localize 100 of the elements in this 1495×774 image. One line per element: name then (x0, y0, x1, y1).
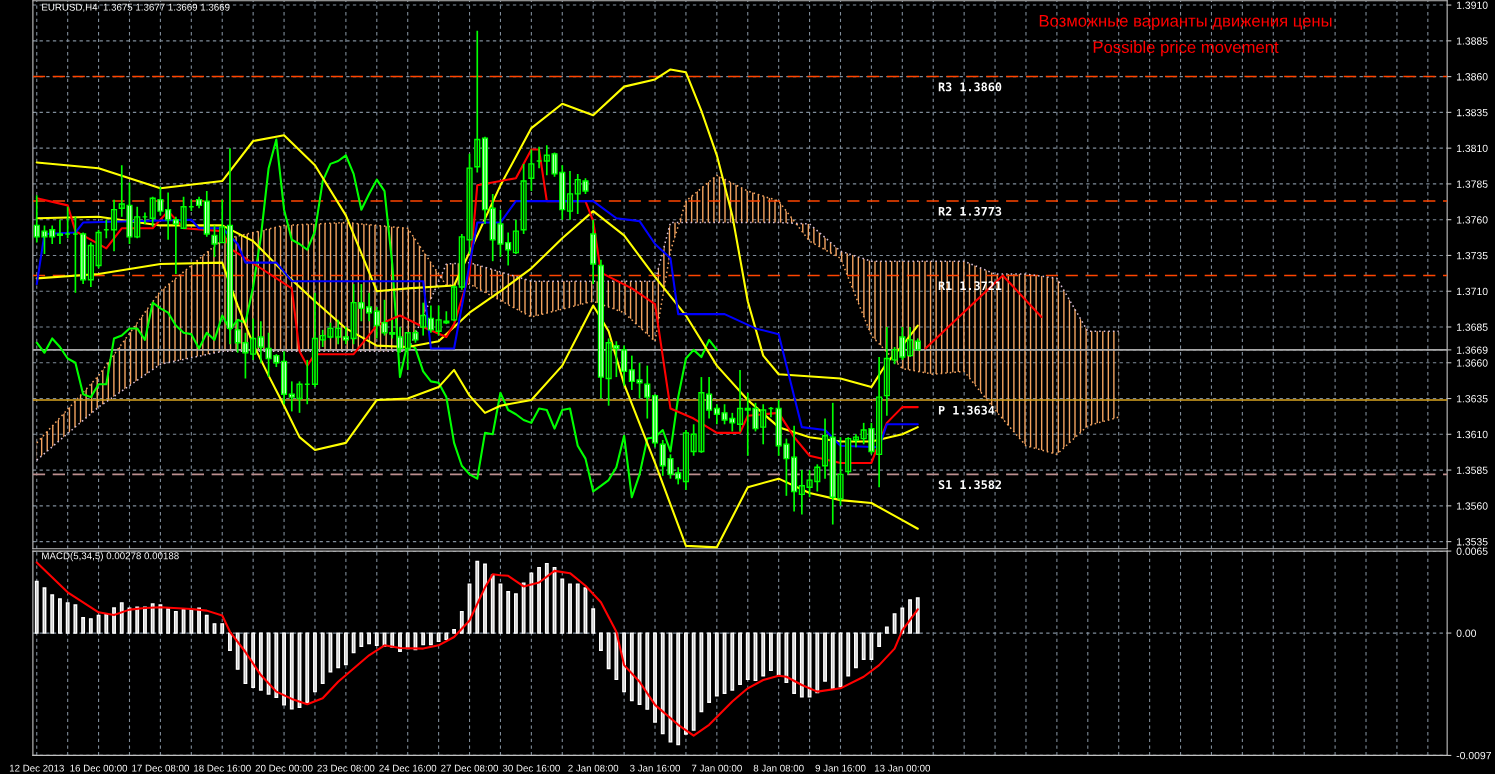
y-tick-label: 1.3610 (1456, 430, 1488, 439)
bar (745, 632, 750, 681)
bar (823, 632, 827, 682)
bar (699, 632, 704, 713)
bar (877, 632, 882, 648)
bar (683, 632, 688, 735)
bar (166, 608, 171, 634)
bar (544, 562, 549, 634)
line-series (35, 138, 718, 499)
bar (676, 632, 681, 746)
bar (598, 632, 603, 651)
ref-line-label: S1 1.3582 (938, 480, 1002, 490)
bar (282, 632, 286, 706)
line-series (35, 68, 919, 389)
bar (830, 632, 835, 690)
bar (181, 608, 186, 634)
bar (150, 603, 155, 634)
bar (854, 632, 858, 669)
y-tick-label: -0.0097 (1456, 751, 1491, 760)
x-tick-label: 23 Dec 08:00 (317, 764, 375, 772)
line-series (35, 561, 919, 737)
x-tick-label: 24 Dec 16:00 (379, 764, 437, 772)
y-tick-label: 1.3835 (1456, 108, 1488, 117)
line-series (35, 261, 919, 549)
y-tick-label: 1.3660 (1456, 359, 1488, 367)
bar (289, 632, 294, 710)
x-tick-label: 18 Dec 16:00 (194, 764, 251, 772)
bar (475, 560, 480, 634)
x-tick-label: 16 Dec 00:00 (70, 764, 128, 772)
y-tick-label: 1.3810 (1456, 144, 1488, 153)
x-tick-label: 27 Dec 08:00 (441, 764, 499, 772)
bar (313, 632, 317, 693)
x-tick-label: 2 Jan 08:00 (568, 764, 619, 772)
ref-line-label: P 1.3634 (938, 405, 995, 415)
bar (58, 598, 62, 634)
bar (228, 632, 232, 651)
bar (799, 632, 804, 698)
bar (320, 632, 325, 685)
bar (189, 608, 194, 634)
y-tick-label: 1.3735 (1456, 251, 1488, 260)
ref-line-label: R2 1.3773 (938, 206, 1002, 216)
bar (869, 632, 874, 660)
x-tick-label: 20 Dec 00:00 (255, 764, 313, 772)
bar (243, 632, 248, 685)
bar (452, 629, 457, 634)
y-tick-label: 1.3635 (1456, 395, 1488, 403)
bar (792, 632, 797, 694)
bar (575, 583, 580, 634)
bar (351, 632, 356, 654)
bar (119, 602, 124, 634)
bar (660, 632, 665, 735)
x-tick-label: 13 Jan 00:00 (874, 764, 931, 772)
y-tick-label: 0.00 (1456, 629, 1477, 637)
y-tick-label: 1.3785 (1456, 180, 1488, 188)
x-tick-label: 8 Jan 08:00 (753, 764, 804, 772)
bar (591, 608, 596, 634)
x-tick-label: 7 Jan 00:00 (691, 764, 742, 772)
bar (884, 626, 889, 634)
bar (367, 632, 372, 645)
x-tick-label: 17 Dec 08:00 (132, 764, 189, 772)
bar (769, 632, 773, 672)
bar (707, 632, 712, 703)
bar (158, 604, 163, 634)
chart-title: MACD(5,34,5) 0.00278 0.00188 (42, 552, 179, 562)
bar (892, 613, 897, 634)
bar (251, 632, 256, 689)
bar (197, 607, 201, 634)
bar (714, 632, 719, 697)
bar (266, 632, 271, 695)
y-tick-label: 1.3710 (1456, 287, 1488, 296)
bar (846, 632, 851, 677)
bar (691, 632, 696, 731)
bar (784, 632, 789, 684)
bar (861, 632, 866, 660)
bar (220, 623, 225, 634)
bar (537, 566, 542, 634)
bar (436, 632, 441, 643)
bar (173, 610, 178, 634)
bar (359, 632, 364, 648)
bar (328, 632, 333, 673)
bar (815, 632, 820, 694)
line-series (35, 148, 919, 464)
bar (776, 632, 781, 677)
bar (513, 593, 518, 634)
bar (807, 632, 812, 698)
bar (343, 632, 348, 666)
bar (104, 613, 109, 634)
y-tick-label: 1.3669 (1456, 346, 1488, 354)
bar (336, 632, 341, 669)
bar (96, 614, 101, 634)
bar (483, 563, 487, 634)
bar (560, 578, 565, 634)
x-tick-label: 9 Jan 16:00 (815, 764, 866, 772)
bar (88, 618, 93, 634)
bar (490, 574, 495, 634)
bar (614, 632, 619, 681)
bar (112, 607, 116, 634)
y-tick-label: 1.3910 (1456, 1, 1488, 9)
bar (645, 632, 650, 710)
bar (568, 583, 572, 634)
